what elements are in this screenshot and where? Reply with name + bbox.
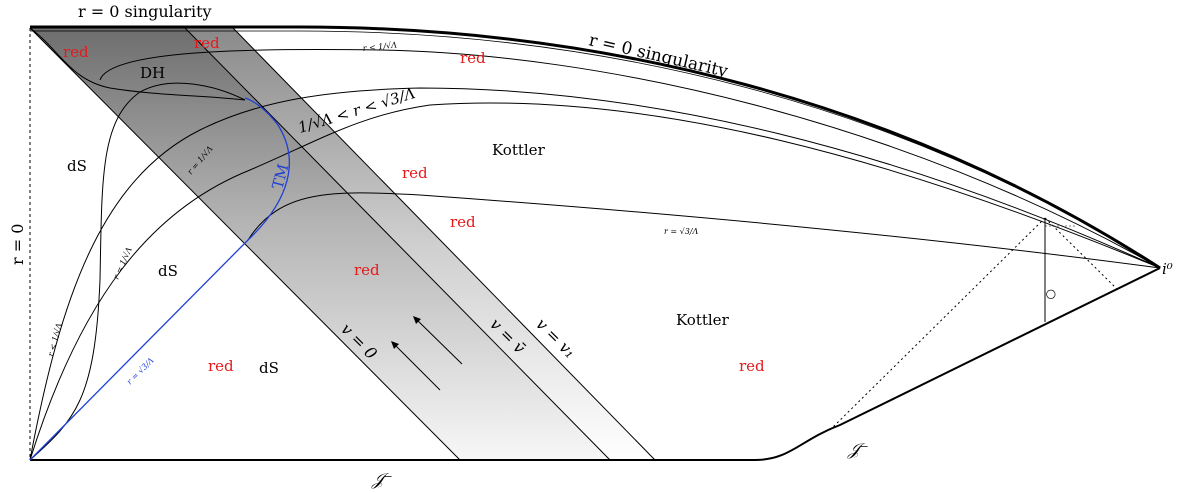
curve-dh-left [29, 82, 246, 461]
label-ds-upper: dS [67, 157, 87, 175]
label-r-lt-top: r < 1/√Λ [362, 40, 397, 53]
label-top-singularity: r = 0 singularity [587, 30, 730, 81]
label-kottler-lower: Kottler [676, 311, 730, 329]
label-ds-lower: dS [259, 359, 279, 377]
curve-r-lt-top [99, 48, 1161, 269]
curve-r-between-top [29, 87, 1161, 461]
label-r-eq-1-lower: r = 1/√Λ [112, 246, 134, 281]
red-label-8: red [739, 357, 765, 375]
red-label-5: red [450, 213, 476, 231]
blue-curve-r-sqrt3 [29, 239, 249, 461]
null-line-v0 [29, 27, 461, 461]
label-i0: i⁰ [1162, 260, 1173, 278]
label-circle-mark: ○ [1042, 288, 1058, 301]
label-r-sqrt3-right: r = √3/Λ [664, 227, 698, 236]
dotted-line-left [829, 217, 1046, 431]
collapse-shell-band [30, 28, 610, 460]
label-top-left-singularity: r = 0 singularity [78, 2, 212, 21]
singularity-line-inner [30, 30, 1161, 269]
label-kottler-upper: Kottler [492, 141, 546, 159]
null-line-v1 [232, 27, 656, 461]
label-scri-right: 𝒥⁻ [847, 440, 869, 460]
arrow-2-head [413, 316, 421, 324]
red-label-2: red [194, 34, 220, 52]
label-dh: DH [140, 64, 165, 82]
arrow-1 [392, 342, 441, 391]
label-scri-bottom: 𝒥⁻ [371, 470, 393, 490]
red-label-6: red [354, 261, 380, 279]
singularity-line [30, 25, 1161, 270]
label-r-lt-left: r < 1/√Λ [46, 322, 64, 358]
curve-r-between-top-2 [29, 102, 1161, 461]
curve-dh-top [29, 27, 246, 101]
curve-r-sqrt3-right [247, 192, 1161, 269]
blue-curve-tm [244, 97, 290, 241]
label-tm: TM [268, 162, 292, 191]
scri-minus-boundary [30, 267, 1161, 461]
label-r0-axis: r = 0 [8, 224, 27, 265]
red-label-3: red [460, 49, 486, 67]
red-label-4: red [402, 164, 428, 182]
arrow-2 [414, 317, 463, 365]
collapse-shell-band-outer [185, 28, 655, 460]
red-label-1: red [63, 43, 89, 61]
arrow-1-head [391, 341, 399, 349]
null-line-vbar [184, 27, 611, 461]
label-ds-middle: dS [158, 262, 178, 280]
red-label-7: red [208, 357, 234, 375]
dotted-line-right [1044, 217, 1119, 291]
